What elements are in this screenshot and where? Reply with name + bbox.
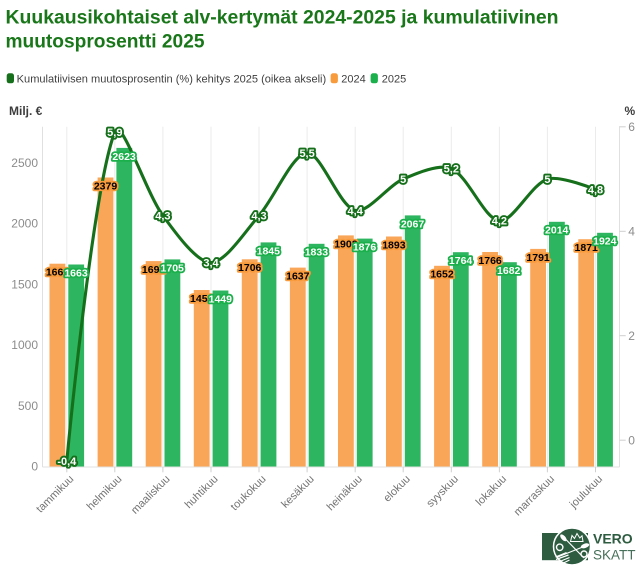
svg-text:1705: 1705 (161, 262, 185, 274)
svg-text:2: 2 (628, 329, 635, 343)
svg-text:Kumulatiivisen muutosprosentin: Kumulatiivisen muutosprosentin (%) kehit… (17, 73, 327, 85)
svg-text:1669: 1669 (46, 267, 70, 279)
svg-text:5: 5 (400, 174, 406, 186)
svg-text:1453: 1453 (190, 293, 214, 305)
svg-text:1902: 1902 (334, 238, 358, 250)
svg-text:1924: 1924 (593, 236, 617, 248)
svg-text:2014: 2014 (545, 225, 569, 237)
svg-text:-0,4: -0,4 (57, 456, 77, 468)
svg-text:1893: 1893 (382, 239, 406, 251)
svg-text:1876: 1876 (353, 242, 377, 254)
svg-text:1663: 1663 (64, 267, 88, 279)
svg-text:4,3: 4,3 (155, 211, 170, 223)
svg-text:1652: 1652 (430, 269, 454, 281)
svg-text:6: 6 (628, 120, 635, 134)
svg-text:5,9: 5,9 (107, 127, 122, 139)
svg-text:4,4: 4,4 (348, 205, 364, 217)
svg-text:SKATT: SKATT (593, 547, 636, 562)
svg-text:1845: 1845 (257, 245, 281, 257)
svg-text:%: % (625, 104, 636, 118)
svg-text:2067: 2067 (401, 218, 425, 230)
svg-text:1833: 1833 (305, 247, 329, 259)
svg-text:4,3: 4,3 (251, 211, 266, 223)
svg-text:500: 500 (18, 399, 38, 413)
svg-text:3,4: 3,4 (203, 258, 219, 270)
svg-text:1000: 1000 (11, 338, 38, 352)
svg-text:1791: 1791 (526, 252, 550, 264)
svg-text:1500: 1500 (11, 277, 38, 291)
svg-text:1449: 1449 (209, 293, 233, 305)
svg-text:2000: 2000 (11, 217, 38, 231)
svg-text:1691: 1691 (142, 264, 166, 276)
svg-text:2500: 2500 (11, 156, 38, 170)
svg-text:1637: 1637 (286, 271, 310, 283)
svg-text:Kuukausikohtaiset alv-kertymät: Kuukausikohtaiset alv-kertymät 2024-2025… (6, 7, 559, 28)
svg-text:2024: 2024 (341, 73, 365, 85)
svg-text:1871: 1871 (575, 242, 599, 254)
svg-text:4,2: 4,2 (492, 216, 507, 228)
svg-text:1766: 1766 (478, 255, 502, 267)
svg-text:1764: 1764 (449, 255, 473, 267)
svg-text:4: 4 (628, 225, 635, 239)
svg-text:2623: 2623 (112, 151, 136, 163)
svg-text:VERO: VERO (593, 531, 633, 547)
svg-text:0: 0 (31, 460, 38, 474)
svg-text:2025: 2025 (382, 73, 406, 85)
svg-text:5,5: 5,5 (299, 148, 314, 160)
svg-text:5,2: 5,2 (444, 164, 459, 176)
svg-text:1682: 1682 (497, 265, 521, 277)
svg-text:2379: 2379 (94, 180, 118, 192)
svg-text:4,8: 4,8 (588, 184, 603, 196)
svg-text:0: 0 (628, 433, 635, 447)
svg-text:Milj. €: Milj. € (9, 104, 43, 118)
svg-text:muutosprosentti 2025: muutosprosentti 2025 (6, 32, 205, 53)
svg-text:5: 5 (544, 174, 550, 186)
svg-text:1706: 1706 (238, 262, 262, 274)
